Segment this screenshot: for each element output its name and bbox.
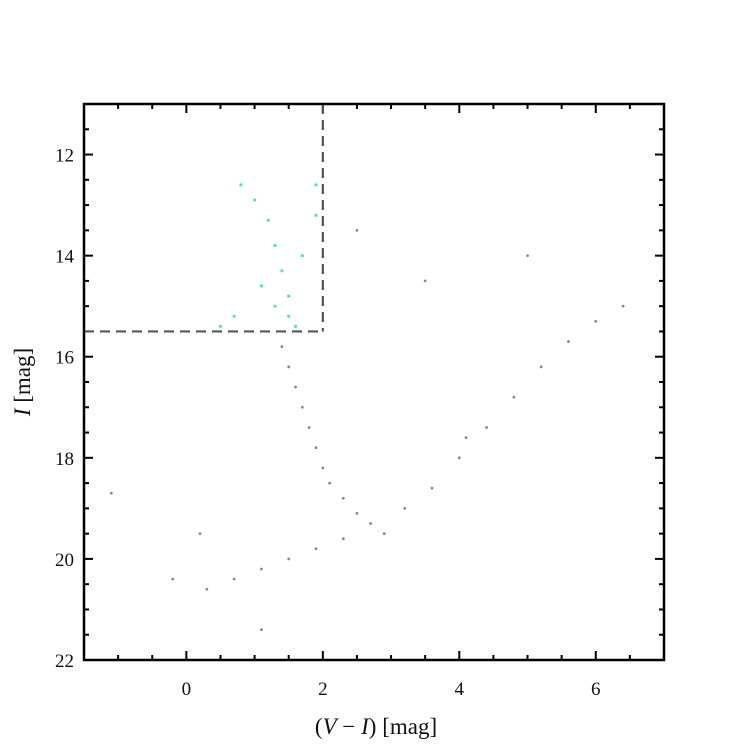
data-point-gray xyxy=(594,319,598,323)
data-point-green xyxy=(280,269,284,273)
data-point-gray xyxy=(512,395,516,399)
x-axis-title: (V − I) [mag] xyxy=(315,714,437,739)
data-point-gray xyxy=(355,228,359,232)
x-tick-label: 0 xyxy=(182,679,192,700)
data-point-gray xyxy=(423,279,427,283)
data-point-gray xyxy=(403,506,407,510)
data-point-gray xyxy=(526,254,529,258)
data-point-gray xyxy=(621,304,625,308)
data-point-gray xyxy=(205,587,209,591)
x-tick-label: 4 xyxy=(455,679,465,700)
data-point-gray xyxy=(567,340,570,343)
data-point-green xyxy=(259,284,264,288)
y-tick-label: 20 xyxy=(55,550,74,571)
data-point-green xyxy=(273,304,277,308)
data-point-gray xyxy=(328,481,332,485)
data-point-gray xyxy=(341,496,345,500)
data-point-gray xyxy=(382,532,386,536)
data-point-green xyxy=(273,243,277,248)
data-point-gray xyxy=(539,365,543,369)
data-point-green xyxy=(218,324,223,328)
data-point-gray xyxy=(457,456,461,460)
data-point-gray xyxy=(485,426,488,429)
data-point-gray xyxy=(294,385,297,389)
data-point-gray xyxy=(355,512,359,515)
plot-frame xyxy=(82,102,666,662)
data-point-gray xyxy=(287,557,291,561)
data-point-gray xyxy=(171,577,175,581)
x-tick-label: 2 xyxy=(318,679,328,700)
data-point-green xyxy=(239,183,243,187)
data-point-green xyxy=(287,294,291,298)
data-point-gray xyxy=(232,577,236,581)
y-tick-label: 22 xyxy=(55,651,74,672)
y-tick-label: 16 xyxy=(55,348,74,369)
data-point-gray xyxy=(109,491,113,495)
data-point-green xyxy=(252,198,257,202)
data-point-green xyxy=(314,183,318,187)
data-point-gray xyxy=(464,436,468,439)
tick-labels: 0 2 4 6 12 14 16 18 20 22 xyxy=(55,146,601,700)
data-point-green xyxy=(300,254,304,258)
gray-series xyxy=(109,228,625,632)
data-point-gray xyxy=(369,522,372,525)
data-point-green xyxy=(314,213,318,217)
data-point-gray xyxy=(198,532,202,536)
data-point-green xyxy=(287,314,291,318)
data-point-gray xyxy=(287,365,291,369)
x-tick-label: 6 xyxy=(591,679,601,700)
y-axis-title: I [mag] xyxy=(10,348,35,417)
data-point-gray xyxy=(314,547,318,551)
data-point-gray xyxy=(300,405,304,409)
green-series xyxy=(218,183,318,328)
y-tick-label: 18 xyxy=(55,449,74,470)
selection-cut xyxy=(84,104,324,333)
y-tick-label: 12 xyxy=(55,146,74,167)
data-point-green xyxy=(293,324,298,328)
data-point-gray xyxy=(314,446,318,450)
data-point-green xyxy=(266,218,270,222)
data-point-gray xyxy=(341,537,345,541)
data-point-gray xyxy=(260,567,263,571)
data-point-gray xyxy=(280,345,284,349)
data-point-gray xyxy=(430,486,434,490)
data-point-gray xyxy=(321,466,325,470)
data-point-gray xyxy=(307,426,311,429)
data-point-green xyxy=(232,314,236,318)
data-point-gray xyxy=(260,628,263,632)
tick-marks xyxy=(83,103,665,661)
y-tick-label: 14 xyxy=(55,247,75,268)
